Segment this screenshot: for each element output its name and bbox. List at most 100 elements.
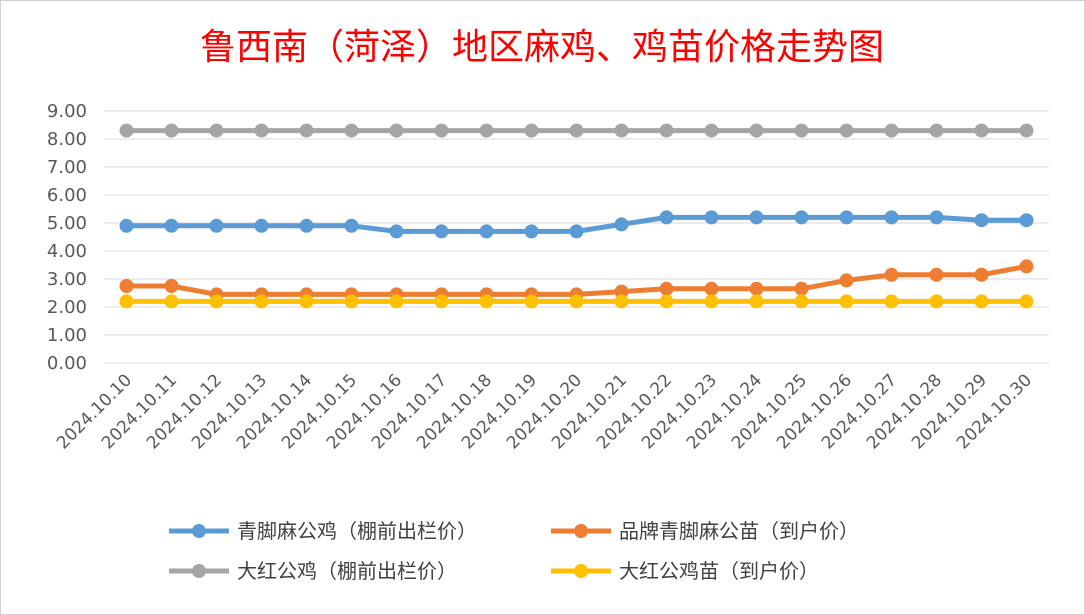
legend-swatch-marker xyxy=(574,564,588,578)
data-point xyxy=(119,294,134,309)
data-point xyxy=(839,210,854,225)
data-point xyxy=(659,123,674,138)
data-point xyxy=(659,281,674,296)
data-point xyxy=(794,123,809,138)
data-point xyxy=(344,294,359,309)
data-point xyxy=(974,267,989,282)
data-point xyxy=(1019,294,1034,309)
data-point xyxy=(794,294,809,309)
data-point xyxy=(704,281,719,296)
legend: 青脚麻公鸡（棚前出栏价） 品牌青脚麻公苗（到户价） 大红公鸡（棚前出栏价） 大红公鸡苗… xyxy=(169,519,859,583)
data-point xyxy=(659,210,674,225)
data-point xyxy=(119,218,134,233)
data-point xyxy=(794,281,809,296)
data-point xyxy=(254,123,269,138)
legend-item: 青脚麻公鸡（棚前出栏价） xyxy=(169,519,477,543)
y-axis-ticks: 0.00 1.00 2.00 3.00 4.00 5.00 6.00 7.00 8.00 9.00 xyxy=(47,101,87,374)
y-tick-label: 4.00 xyxy=(47,241,87,262)
data-point xyxy=(614,123,629,138)
legend-swatch-marker xyxy=(192,564,206,578)
data-point xyxy=(119,123,134,138)
data-point xyxy=(884,267,899,282)
data-point xyxy=(839,273,854,288)
data-point xyxy=(659,294,674,309)
y-tick-label: 2.00 xyxy=(47,297,87,318)
data-point xyxy=(749,210,764,225)
y-tick-label: 6.00 xyxy=(47,185,87,206)
series-4 xyxy=(119,294,1034,309)
data-point xyxy=(839,294,854,309)
data-point xyxy=(209,218,224,233)
chart-title: 鲁西南（菏泽）地区麻鸡、鸡苗价格走势图 xyxy=(200,27,884,68)
data-point xyxy=(524,123,539,138)
data-point xyxy=(434,224,449,239)
data-point xyxy=(749,281,764,296)
data-point xyxy=(614,217,629,232)
data-point xyxy=(524,294,539,309)
legend-item: 品牌青脚麻公苗（到户价） xyxy=(551,519,859,543)
y-tick-label: 7.00 xyxy=(47,157,87,178)
data-point xyxy=(164,218,179,233)
legend-item: 大红公鸡苗（到户价） xyxy=(551,559,819,583)
data-point xyxy=(209,294,224,309)
data-point xyxy=(434,294,449,309)
x-axis-ticks: 2024.10.102024.10.112024.10.122024.10.13… xyxy=(53,370,1036,453)
data-point xyxy=(254,294,269,309)
data-point xyxy=(884,294,899,309)
data-point xyxy=(479,294,494,309)
legend-swatch-marker xyxy=(192,524,206,538)
data-point xyxy=(434,123,449,138)
data-point xyxy=(164,123,179,138)
data-point xyxy=(389,123,404,138)
data-point xyxy=(704,123,719,138)
data-point xyxy=(209,123,224,138)
series-1 xyxy=(119,210,1034,239)
data-point xyxy=(569,294,584,309)
y-tick-label: 0.00 xyxy=(47,353,87,374)
data-point xyxy=(974,294,989,309)
data-point xyxy=(794,210,809,225)
data-point xyxy=(1019,213,1034,228)
data-point xyxy=(749,123,764,138)
legend-label: 大红公鸡苗（到户价） xyxy=(619,559,819,583)
series-3 xyxy=(119,123,1034,138)
legend-label: 青脚麻公鸡（棚前出栏价） xyxy=(237,519,477,543)
legend-swatch-marker xyxy=(574,524,588,538)
data-point xyxy=(569,224,584,239)
data-point xyxy=(1019,123,1034,138)
y-tick-label: 9.00 xyxy=(47,101,87,122)
data-point xyxy=(479,123,494,138)
data-point xyxy=(389,224,404,239)
legend-label: 品牌青脚麻公苗（到户价） xyxy=(619,519,859,543)
data-point xyxy=(164,294,179,309)
data-point xyxy=(1019,259,1034,274)
data-point xyxy=(974,123,989,138)
data-point xyxy=(479,224,494,239)
data-point xyxy=(704,210,719,225)
data-point xyxy=(119,279,134,293)
data-point xyxy=(749,294,764,309)
y-tick-label: 5.00 xyxy=(47,213,87,234)
data-point xyxy=(299,294,314,309)
data-point xyxy=(344,218,359,233)
data-point xyxy=(254,218,269,233)
y-tick-label: 8.00 xyxy=(47,129,87,150)
data-point xyxy=(614,284,629,299)
y-tick-label: 3.00 xyxy=(47,269,87,290)
data-point xyxy=(614,294,629,309)
data-point xyxy=(704,294,719,309)
legend-item: 大红公鸡（棚前出栏价） xyxy=(169,559,457,583)
data-point xyxy=(929,123,944,138)
data-point xyxy=(299,218,314,233)
data-point xyxy=(884,123,899,138)
data-point xyxy=(884,210,899,225)
data-point xyxy=(344,123,359,138)
data-point xyxy=(569,123,584,138)
data-point xyxy=(839,123,854,138)
series-lines xyxy=(119,123,1034,309)
data-point xyxy=(929,294,944,309)
data-point xyxy=(299,123,314,138)
data-point xyxy=(929,210,944,225)
